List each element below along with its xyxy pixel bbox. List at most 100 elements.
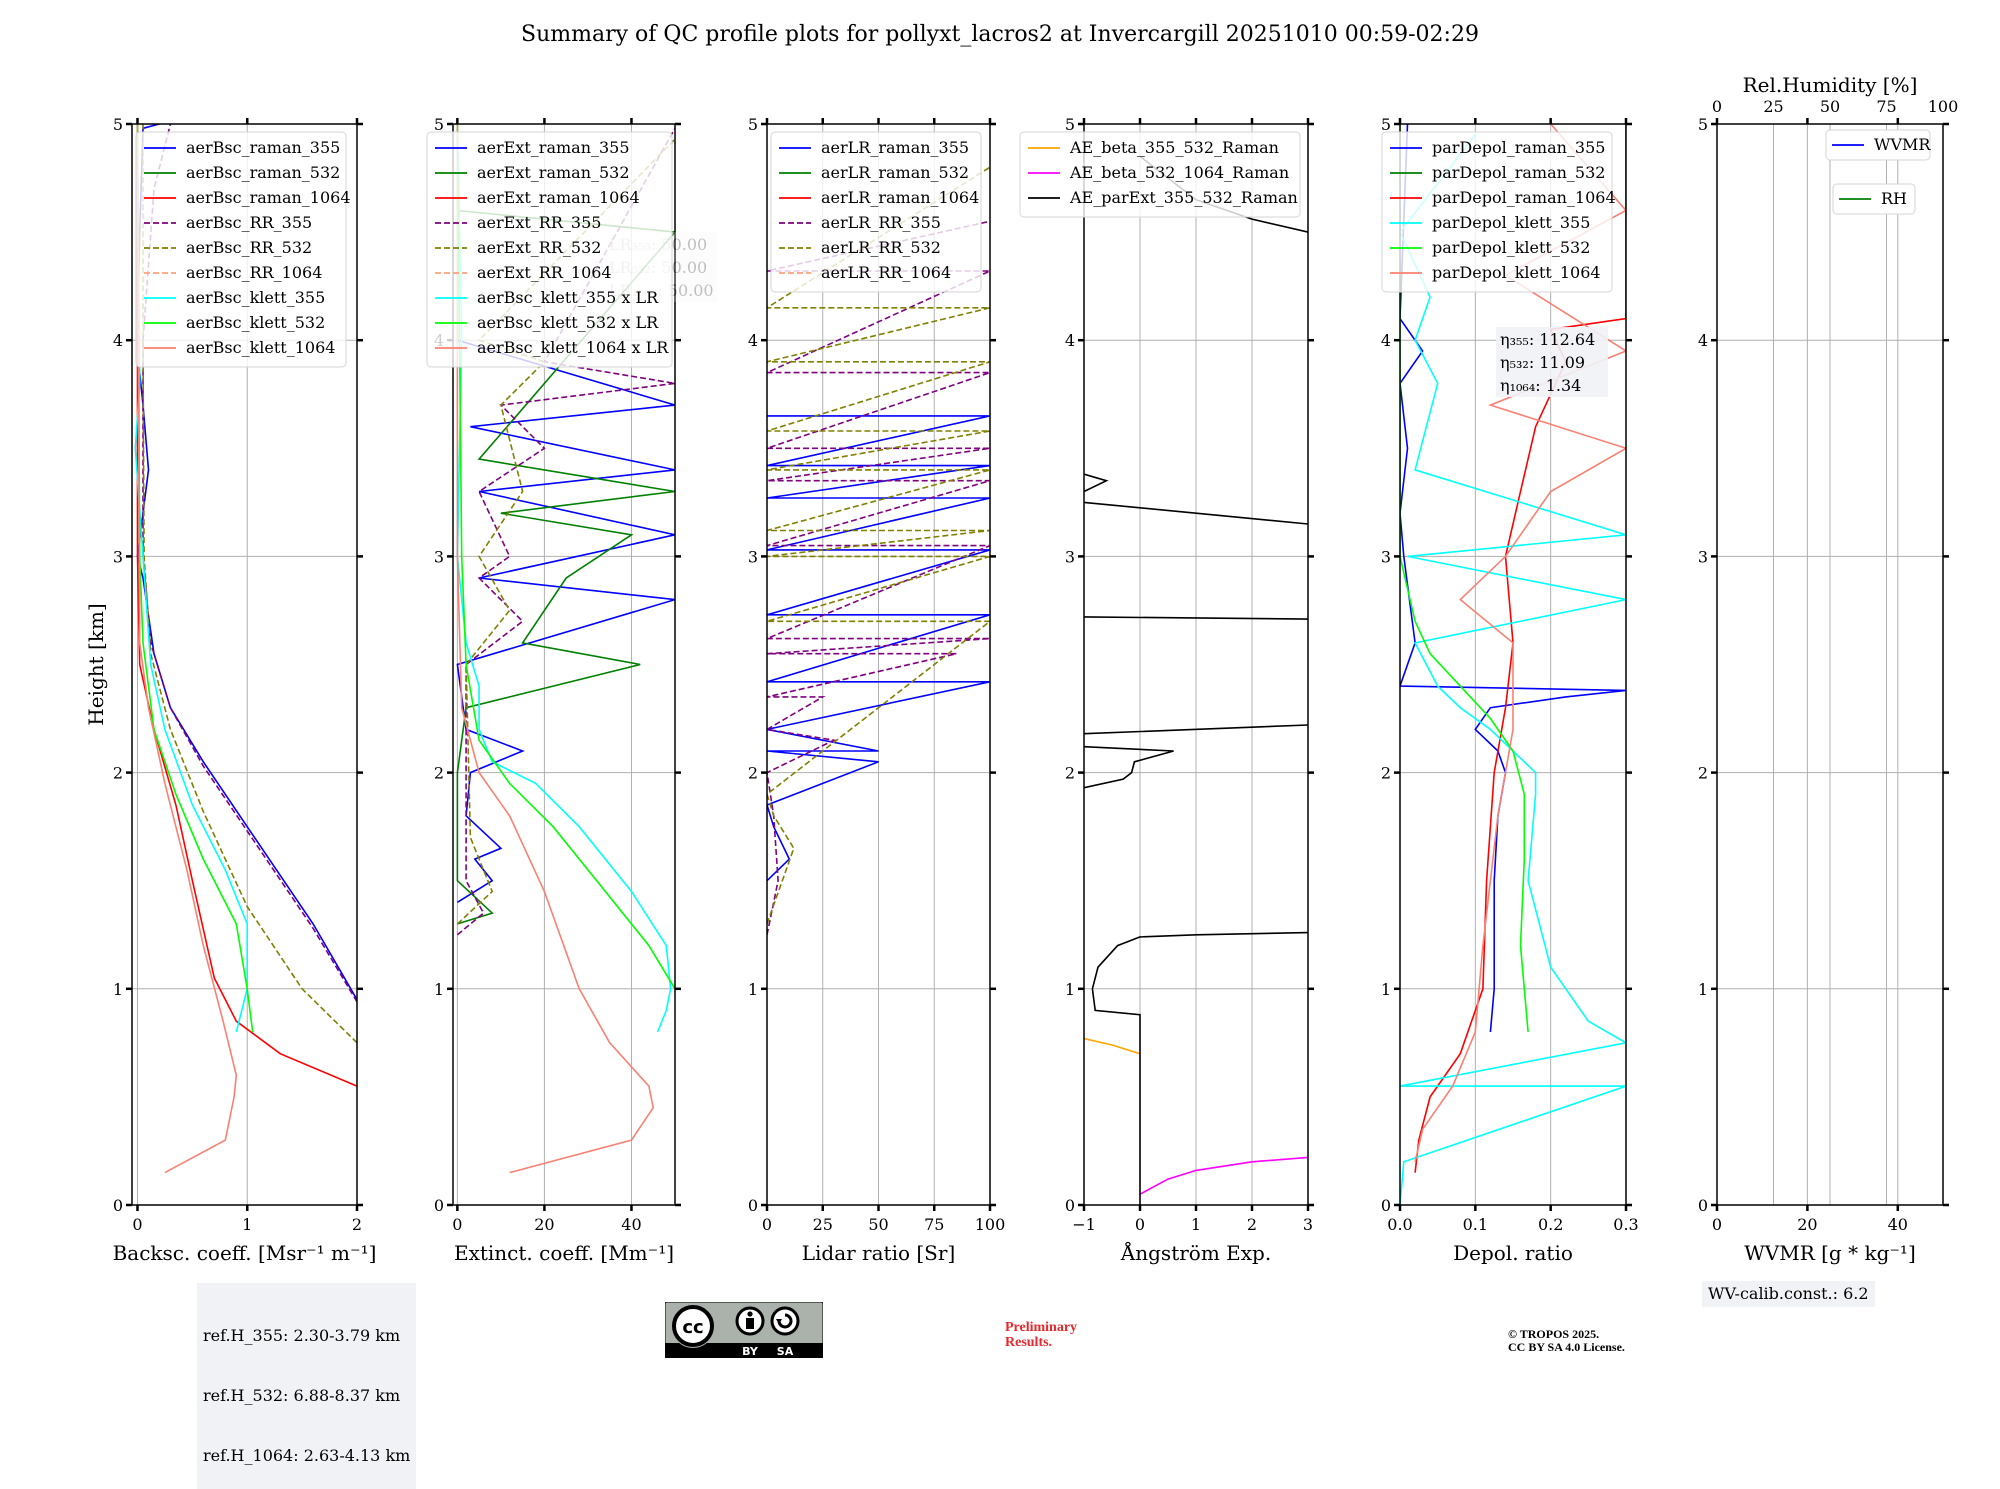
axes-frame	[131, 123, 358, 1206]
y-tick-label: 2	[1698, 764, 1708, 783]
x-top-tick-label: 100	[1928, 97, 1959, 116]
y-tick-label: 4	[748, 331, 758, 350]
ref-height-355: ref.H_355: 2.30-3.79 km	[203, 1326, 401, 1345]
y-tick-label: 4	[1065, 331, 1075, 350]
by-person-icon	[735, 1306, 765, 1336]
legend-entry: parDepol_raman_1064	[1432, 188, 1616, 207]
x-tick-label: 0.0	[1387, 1215, 1412, 1234]
legend-entry: parDepol_raman_532	[1432, 163, 1605, 182]
series-line-aerBsc_raman_1064	[136, 124, 357, 1087]
axes-frame	[452, 123, 676, 1206]
x-tick-label: 20	[1797, 1215, 1817, 1234]
x-top-tick-label: 0	[1712, 97, 1722, 116]
x-tick-label: 0	[132, 1215, 142, 1234]
y-tick-label: 4	[1698, 331, 1708, 350]
legend-extinction: aerExt_raman_355 aerExt_raman_532 aerExt_r…	[426, 131, 673, 368]
y-tick-label: 1	[748, 980, 758, 999]
x-tick-label: 20	[534, 1215, 554, 1234]
y-tick-label: 4	[113, 331, 123, 350]
share-alike-icon	[770, 1306, 800, 1336]
x-tick-label: −1	[1072, 1215, 1096, 1234]
y-tick-label: 1	[1381, 980, 1391, 999]
y-tick-label: 5	[748, 115, 758, 134]
series-line-parDepol_klett_355	[1400, 134, 1626, 1205]
series-line-AE_beta_532_1064_Raman	[1139, 1156, 1308, 1195]
ref-height-532: ref.H_532: 6.88-8.37 km	[203, 1386, 401, 1405]
legend-entry: parDepol_raman_355	[1432, 138, 1605, 157]
legend-entry: WVMR	[1874, 135, 1931, 154]
copyright-line-1: © TROPOS 2025.	[1508, 1327, 1600, 1341]
x-top-axis-label: Rel.Humidity [%]	[1743, 73, 1918, 97]
preliminary-line-1: Preliminary	[1005, 1320, 1078, 1335]
legend-entry: aerLR_RR_532	[821, 238, 941, 257]
preliminary-line-2: Results.	[1005, 1335, 1053, 1350]
legend-depol: parDepol_raman_355 parDepol_raman_532 parD…	[1381, 131, 1616, 293]
legend-entry: aerExt_raman_355	[477, 138, 630, 157]
legend-entry: parDepol_klett_532	[1432, 238, 1590, 257]
legend-entry: aerExt_raman_1064	[477, 188, 640, 207]
y-tick-label: 0	[748, 1196, 758, 1215]
y-tick-label: 2	[748, 764, 758, 783]
y-tick-label: 0	[1065, 1196, 1075, 1215]
x-tick-label: 0	[452, 1215, 462, 1234]
y-tick-label: 3	[1065, 547, 1075, 566]
legend-entry: AE_parExt_355_532_Raman	[1069, 188, 1298, 207]
copyright-note: © TROPOS 2025. CC BY SA 4.0 License.	[1508, 1328, 1625, 1354]
ref-height-1064: ref.H_1064: 2.63-4.13 km	[203, 1446, 411, 1465]
annotation-line: η₅₃₂: 11.09	[1500, 353, 1585, 372]
y-tick-label: 3	[113, 547, 123, 566]
y-tick-label: 0	[113, 1196, 123, 1215]
series-line-AE_beta_355_532_Raman	[1084, 1037, 1141, 1055]
axes-frame	[1716, 123, 1944, 1206]
series-line-aerExt_raman_532	[456, 209, 675, 925]
legend-angstrom: AE_beta_355_532_Raman AE_beta_532_1064_Ra…	[1019, 131, 1301, 218]
x-tick-label: 3	[1303, 1215, 1313, 1234]
y-tick-label: 1	[1698, 980, 1708, 999]
axes-frame	[1399, 123, 1627, 1206]
legend-entry: parDepol_klett_1064	[1432, 263, 1601, 282]
legend-entry: aerBsc_raman_1064	[186, 188, 351, 207]
y-tick-label: 2	[434, 764, 444, 783]
cc-by-sa-badge[interactable]: cc BY SA	[664, 1301, 824, 1359]
y-tick-label: 5	[1065, 115, 1075, 134]
legend-entry: aerLR_raman_532	[821, 163, 969, 182]
legend-entry: aerBsc_RR_1064	[186, 263, 322, 282]
y-tick-label: 3	[1698, 547, 1708, 566]
x-top-tick-label: 50	[1820, 97, 1840, 116]
series-line-aerBsc_klett_532 x LR	[456, 124, 675, 990]
legend-RH: RH	[1832, 183, 1916, 215]
legend-WVMR: WVMR	[1825, 129, 1931, 161]
y-tick-label: 2	[113, 764, 123, 783]
legend-entry: RH	[1881, 189, 1907, 208]
preliminary-results-note: Preliminary Results.	[1005, 1320, 1077, 1350]
series-line-parDepol_klett_532	[1400, 124, 1529, 1033]
copyright-line-2: CC BY SA 4.0 License.	[1508, 1340, 1625, 1354]
panel-extinction: 01234502040Extinct. coeff. [Mm⁻¹]LR₃₅₅: …	[426, 115, 717, 1265]
y-tick-label: 0	[434, 1196, 444, 1215]
x-tick-label: 25	[813, 1215, 833, 1234]
x-top-tick-label: 75	[1876, 97, 1896, 116]
y-tick-label: 1	[113, 980, 123, 999]
x-tick-label: 0	[1712, 1215, 1722, 1234]
legend-entry: aerBsc_raman_355	[186, 138, 340, 157]
y-tick-label: 2	[1065, 764, 1075, 783]
wv-calibration-box: WV-calib.const.: 6.2	[1702, 1281, 1875, 1307]
legend-entry: AE_beta_532_1064_Raman	[1069, 163, 1289, 182]
x-axis-label: Depol. ratio	[1453, 1241, 1573, 1265]
x-tick-label: 1	[1191, 1215, 1201, 1234]
legend-entry: aerExt_RR_1064	[477, 263, 612, 282]
x-top-tick-label: 25	[1763, 97, 1783, 116]
badge-by-label: BY	[742, 1345, 759, 1358]
series-line-aerBsc_RR_532	[142, 124, 357, 1044]
legend-entry: aerLR_raman_1064	[821, 188, 979, 207]
x-tick-label: 2	[1247, 1215, 1257, 1234]
series-line-aerBsc_klett_1064 x LR	[456, 124, 655, 1174]
series-line-aerLR_RR_355	[767, 220, 990, 935]
series-line-aerBsc_klett_1064	[136, 124, 238, 1174]
legend-entry: aerBsc_RR_355	[186, 213, 312, 232]
y-tick-label: 4	[1381, 331, 1391, 350]
x-axis-label: Lidar ratio [Sr]	[802, 1241, 956, 1265]
legend-entry: aerBsc_klett_355 x LR	[477, 288, 659, 307]
